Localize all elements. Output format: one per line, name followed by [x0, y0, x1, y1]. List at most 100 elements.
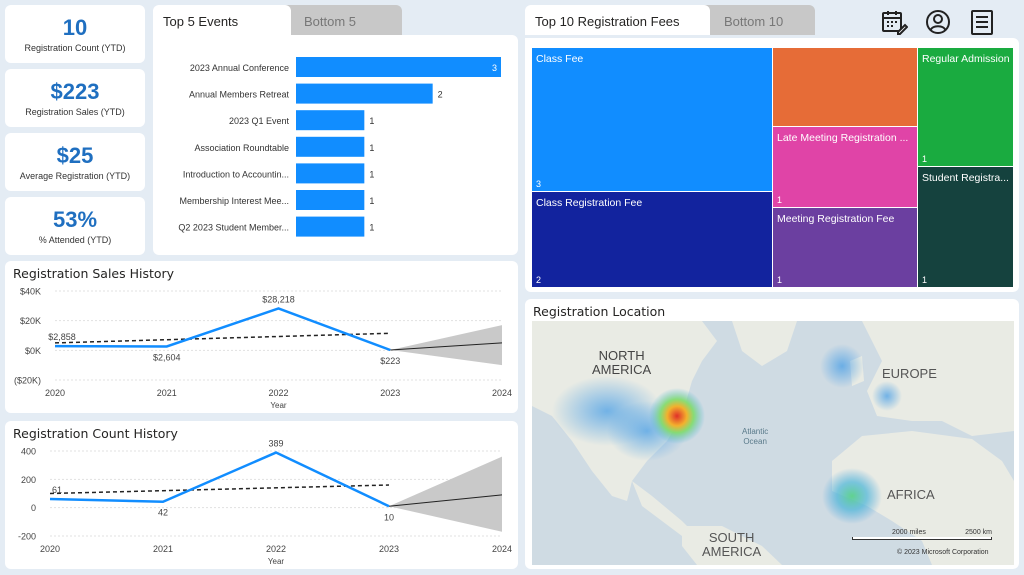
event-value-label: 1 — [369, 223, 374, 233]
y-tick-label: 400 — [21, 447, 36, 457]
world-map — [532, 321, 1014, 565]
event-category-label: 2023 Q1 Event — [229, 116, 290, 126]
map-copyright: © 2023 Microsoft Corporation — [897, 549, 989, 556]
top-events-bar-chart: 2023 Annual Conference 3 Annual Members Re… — [178, 57, 501, 237]
treemap-cell-value: 3 — [536, 179, 541, 189]
y-tick-label: 200 — [21, 475, 36, 485]
treemap-cell[interactable] — [918, 167, 1013, 287]
kpi-card-registration-count: 10 Registration Count (YTD) — [5, 5, 145, 63]
top-events-panel: 2023 Annual Conference 3 Annual Members Re… — [153, 35, 518, 255]
event-category-label: Association Roundtable — [194, 143, 289, 153]
map-label-atlantic-ocean: Atlantic Ocean — [742, 427, 769, 446]
event-category-label: Q2 2023 Student Member... — [178, 223, 289, 233]
chart-title: Registration Sales History — [13, 266, 175, 281]
calendar-edit-icon[interactable] — [880, 8, 909, 36]
series-line[interactable] — [54, 307, 391, 352]
map-title: Registration Location — [533, 304, 666, 319]
y-tick-label: 0 — [31, 503, 36, 513]
map-label-north-america: NORTH AMERICA — [592, 348, 652, 378]
landmass-central-america — [632, 481, 692, 536]
kpi-label: Average Registration (YTD) — [19, 171, 131, 182]
event-value-label: 1 — [369, 169, 374, 179]
data-label: $223 — [380, 356, 400, 366]
treemap-cell-value: 1 — [777, 195, 782, 205]
map-scale-km: 2500 km — [965, 529, 992, 536]
treemap-cell[interactable] — [773, 208, 917, 287]
treemap-cell[interactable] — [918, 48, 1013, 166]
series-line[interactable] — [49, 451, 390, 508]
x-tick-label: 2021 — [153, 544, 173, 554]
user-profile-icon[interactable] — [924, 8, 952, 36]
tab-label: Bottom 10 — [724, 14, 784, 29]
x-tick-label: 2024 — [492, 544, 512, 554]
count-history-line-chart: 400 200 0 -200 2020 2021 2022 2023 2024 Year 61 42 3… — [18, 439, 512, 566]
treemap-cell-label: Class Fee — [536, 53, 583, 65]
tab-top-10-fees[interactable]: Top 10 Registration Fees — [525, 5, 710, 35]
event-bar[interactable] — [296, 110, 365, 131]
kpi-value: $223 — [50, 78, 100, 104]
map-canvas[interactable]: NORTH AMERICA EUROPE AFRICA SOUTH AMERIC… — [532, 321, 1014, 565]
treemap-cell[interactable] — [532, 48, 772, 191]
map-scale-bar: 2000 miles 2500 km — [852, 529, 992, 540]
y-tick-label: $0K — [25, 346, 41, 356]
kpi-label: Registration Count (YTD) — [24, 43, 126, 54]
forecast-confidence-band — [389, 456, 502, 532]
kpi-card-average-registration: $25 Average Registration (YTD) — [5, 133, 145, 191]
heat-north-atlantic — [820, 344, 864, 388]
tab-bottom-5-events[interactable]: Bottom 5 — [280, 5, 402, 35]
data-label: $2,858 — [48, 332, 76, 342]
chart-title: Registration Count History — [13, 426, 178, 441]
treemap-cell[interactable] — [773, 127, 917, 207]
event-value-label: 1 — [369, 116, 374, 126]
x-tick-label: 2020 — [40, 544, 60, 554]
y-tick-label: ($20K) — [14, 376, 41, 386]
heat-east-usa — [649, 388, 705, 444]
treemap-cell[interactable] — [532, 192, 772, 287]
y-tick-label: -200 — [18, 532, 36, 542]
data-label: $28,218 — [262, 294, 295, 304]
event-category-label: Annual Members Retreat — [189, 90, 290, 100]
treemap-cell-label: Class Registration Fee — [536, 197, 642, 209]
kpi-label: % Attended (YTD) — [38, 235, 112, 246]
event-bar[interactable] — [296, 136, 365, 157]
kpi-card-registration-sales: $223 Registration Sales (YTD) — [5, 69, 145, 127]
x-tick-label: 2022 — [268, 388, 288, 398]
report-document-icon[interactable] — [968, 8, 996, 36]
treemap-cell-label: Student Registra... — [922, 172, 1009, 184]
event-category-label: 2023 Annual Conference — [190, 63, 289, 73]
event-bar[interactable] — [296, 216, 365, 237]
treemap-cell-value: 1 — [922, 275, 927, 285]
forecast-line — [390, 342, 503, 351]
event-value-label: 1 — [369, 196, 374, 206]
treemap-cell-value: 1 — [777, 275, 782, 285]
data-label: 389 — [268, 439, 283, 449]
kpi-value: $25 — [56, 142, 94, 168]
tab-label: Bottom 5 — [304, 14, 357, 29]
x-tick-label: 2023 — [380, 388, 400, 398]
count-history-panel: Registration Count History 400 200 0 -200 20… — [5, 421, 518, 569]
registration-location-panel: Registration Location — [525, 299, 1019, 569]
tab-bottom-10-fees[interactable]: Bottom 10 — [690, 5, 815, 35]
kpi-value: 10 — [62, 14, 88, 40]
y-tick-label: $40K — [20, 287, 41, 297]
map-scale-miles: 2000 miles — [892, 529, 926, 536]
tab-top-5-events[interactable]: Top 5 Events — [153, 5, 291, 35]
treemap-cell-label: Regular Admission — [922, 53, 1010, 65]
landmass-south-america — [682, 526, 782, 565]
map-label-europe: EUROPE — [882, 366, 937, 381]
event-bar[interactable] — [296, 163, 365, 184]
registration-fees-treemap: Class Fee 3 Regular Admission 1 Late Meeting… — [532, 48, 1013, 287]
sales-history-panel: Registration Sales History $40K $20K $0K ($… — [5, 261, 518, 413]
treemap-cell-value: 2 — [536, 275, 541, 285]
event-bar[interactable] — [296, 83, 433, 104]
event-value-label: 2 — [438, 90, 443, 100]
event-bar[interactable] — [296, 57, 501, 77]
y-tick-label: $20K — [20, 316, 41, 326]
x-tick-label: 2022 — [266, 544, 286, 554]
trend-line — [49, 484, 390, 495]
treemap-cell-value: 1 — [922, 154, 927, 164]
event-bar[interactable] — [296, 190, 365, 210]
treemap-cell-label: Meeting Registration Fee — [777, 213, 894, 225]
landmass-africa — [832, 431, 1014, 565]
treemap-cell[interactable] — [773, 48, 917, 126]
